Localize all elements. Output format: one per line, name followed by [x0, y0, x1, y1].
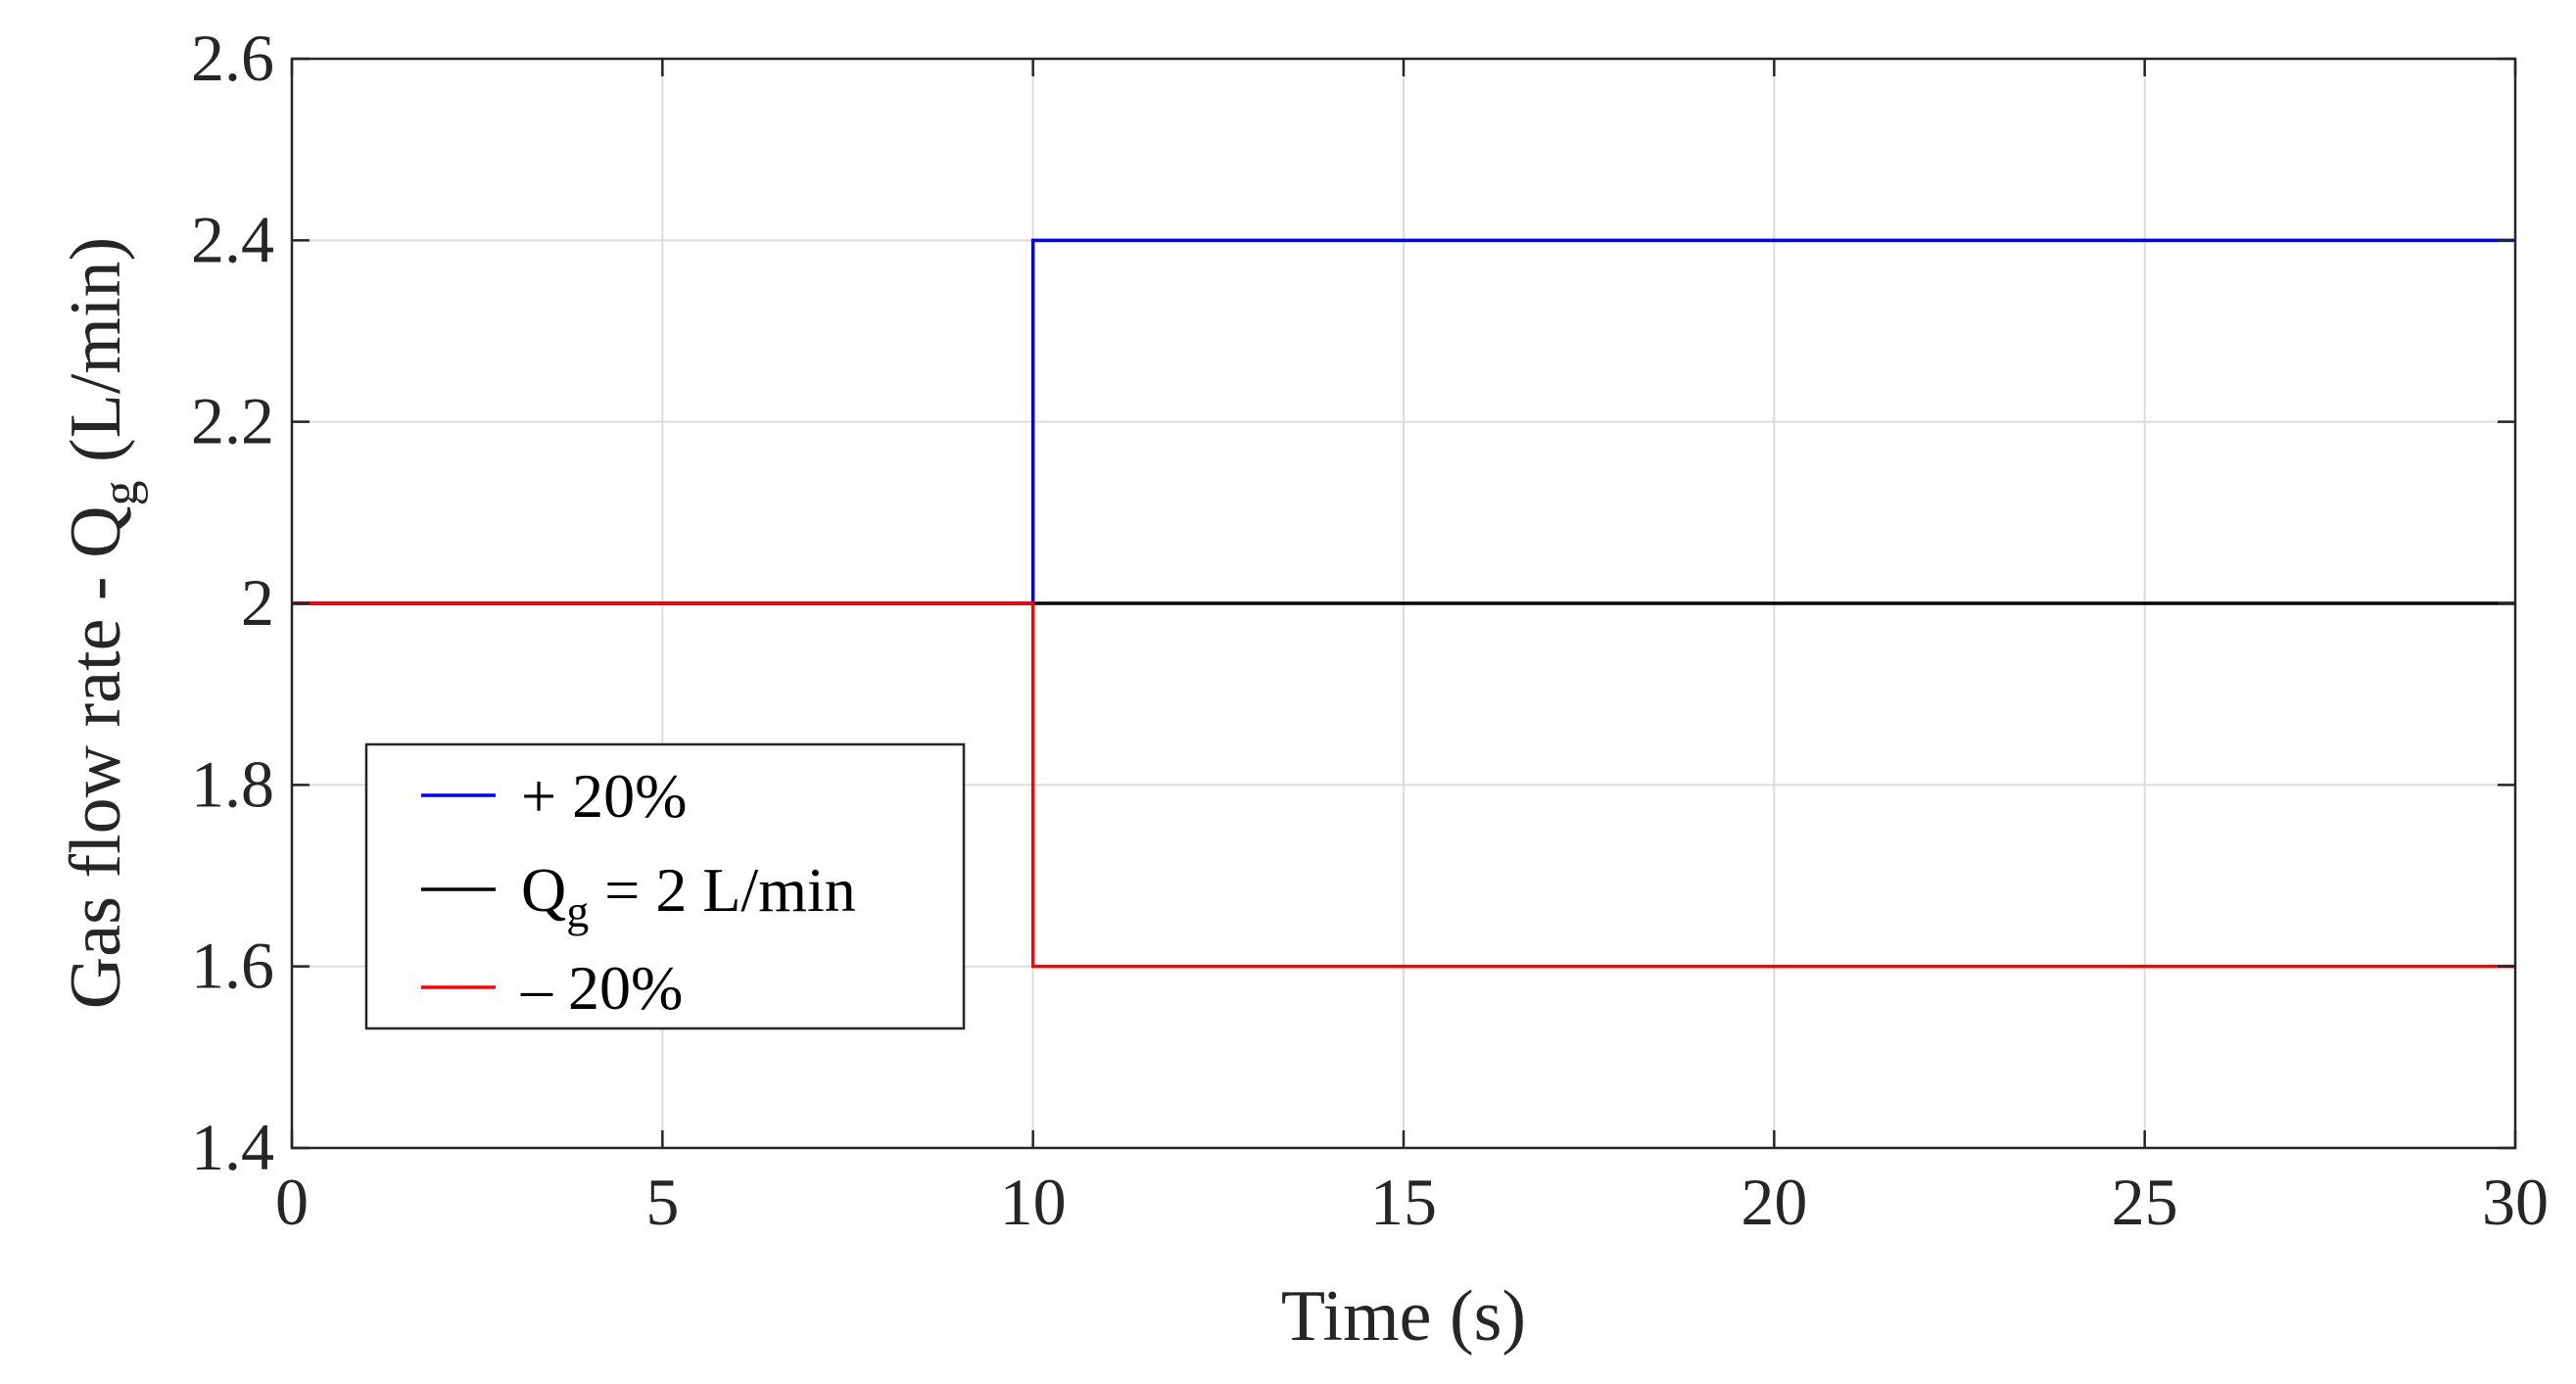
plot-lines — [292, 238, 2515, 969]
y-tick-label: 1.4 — [191, 1110, 274, 1184]
x-ticks: 0 5 10 15 20 25 30 — [275, 59, 2549, 1239]
legend-label: + 20% — [521, 761, 687, 831]
y-tick-label: 1.6 — [191, 929, 274, 1003]
legend-box — [364, 742, 966, 1030]
y-tick-label: 2 — [241, 565, 274, 640]
x-tick-label: 15 — [1370, 1165, 1437, 1239]
y-tick-label: 1.8 — [191, 746, 274, 821]
x-tick-label: 0 — [275, 1165, 309, 1239]
legend-label-main: + 20% — [521, 761, 687, 831]
y-axis-label-subscript: g — [93, 480, 149, 505]
legend-label-main: Q — [521, 855, 566, 925]
x-tick-label: 25 — [2112, 1165, 2178, 1239]
y-tick-label: 2.6 — [191, 21, 274, 95]
series-line — [292, 601, 2515, 969]
x-axis-label: Time (s) — [1281, 1276, 1526, 1357]
x-tick-label: 20 — [1741, 1165, 1807, 1239]
x-tick-label: 5 — [645, 1165, 679, 1239]
legend-label-main: – 20% — [520, 953, 683, 1023]
x-tick-label: 30 — [2482, 1165, 2549, 1239]
legend-label: Qg = 2 L/min — [521, 855, 856, 936]
y-ticks: 1.4 1.6 1.8 2 2.2 2.4 2.6 — [191, 21, 2515, 1184]
y-axis-label-main: Gas flow rate - Q — [56, 505, 136, 1009]
y-tick-label: 2.2 — [191, 384, 274, 458]
y-axis-label-unit: (L/min) — [56, 237, 136, 481]
legend: + 20% Qg = 2 L/min – 20% — [364, 742, 966, 1030]
legend-label-rest: = 2 L/min — [589, 855, 856, 925]
y-tick-label: 2.4 — [191, 202, 274, 276]
y-axis-label: Gas flow rate - Qg (L/min) — [56, 237, 149, 1009]
legend-label: – 20% — [520, 953, 683, 1023]
x-tick-label: 10 — [1000, 1165, 1067, 1239]
legend-label-subscript: g — [566, 886, 589, 936]
